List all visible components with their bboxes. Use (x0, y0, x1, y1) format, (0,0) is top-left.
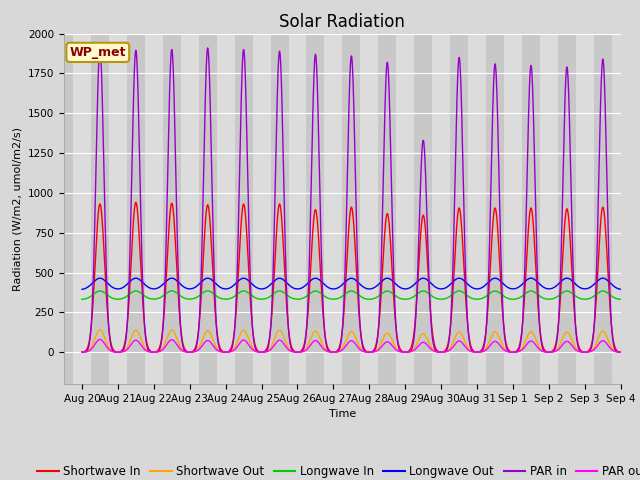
Bar (540, 34, 558, 384)
Bar (459, 34, 495, 384)
Bar (172, 34, 208, 384)
Bar (360, 34, 378, 384)
Bar (432, 34, 450, 384)
Y-axis label: Radiation (W/m2, umol/m2/s): Radiation (W/m2, umol/m2/s) (12, 127, 22, 291)
Bar (180, 34, 198, 384)
Bar (351, 34, 387, 384)
Bar (109, 34, 127, 384)
Bar (217, 34, 235, 384)
Bar (324, 34, 342, 384)
Bar (387, 34, 423, 384)
Bar (289, 34, 307, 384)
Bar (531, 34, 567, 384)
Bar (316, 34, 351, 384)
Bar (244, 34, 280, 384)
Bar (468, 34, 486, 384)
Bar (423, 34, 459, 384)
Bar (64, 34, 100, 384)
Text: WP_met: WP_met (70, 46, 126, 59)
Bar (567, 34, 603, 384)
Legend: Shortwave In, Shortwave Out, Longwave In, Longwave Out, PAR in, PAR out: Shortwave In, Shortwave Out, Longwave In… (33, 461, 640, 480)
Bar (136, 34, 172, 384)
Bar (396, 34, 414, 384)
Bar (504, 34, 522, 384)
Bar (495, 34, 531, 384)
Bar (208, 34, 244, 384)
Bar (603, 34, 612, 384)
Bar (576, 34, 594, 384)
Bar (253, 34, 271, 384)
Bar (280, 34, 316, 384)
X-axis label: Time: Time (329, 409, 356, 419)
Bar (100, 34, 136, 384)
Bar (73, 34, 91, 384)
Bar (145, 34, 163, 384)
Title: Solar Radiation: Solar Radiation (280, 12, 405, 31)
